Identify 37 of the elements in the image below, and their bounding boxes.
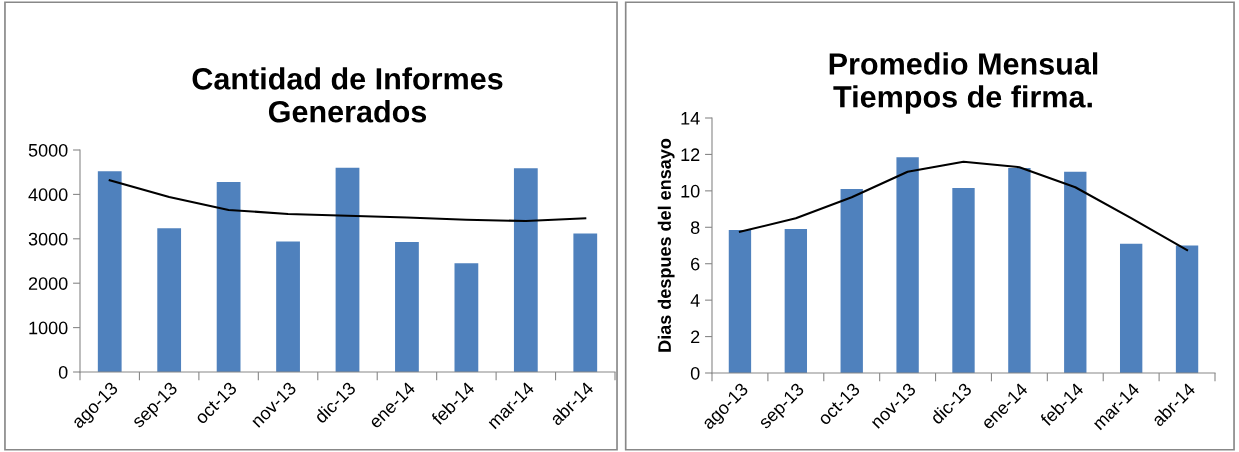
- bar: [216, 181, 241, 372]
- y-tick-label: 12: [681, 148, 700, 161]
- y-tick-label: 2000: [28, 277, 68, 290]
- y-tick-label: 3000: [28, 232, 68, 246]
- bar: [896, 157, 919, 373]
- y-tick-label: 10: [681, 184, 700, 198]
- bar: [784, 229, 808, 373]
- y-tick-label: 6: [691, 257, 700, 271]
- bar: [335, 167, 360, 372]
- bar: [1119, 243, 1143, 373]
- bar: [1175, 245, 1199, 373]
- bar: [840, 189, 863, 373]
- bar: [97, 171, 122, 372]
- bar: [513, 168, 538, 372]
- bar: [573, 233, 598, 372]
- y-tick-label: 2: [691, 330, 700, 344]
- bar: [276, 241, 300, 372]
- y-tick-label: 0: [58, 365, 68, 379]
- y-tick-label: 4: [690, 294, 700, 307]
- bar: [395, 241, 419, 372]
- y-axis-title: Dias despues del ensayo: [657, 138, 675, 352]
- y-tick-label: 14: [681, 112, 700, 125]
- bar: [728, 230, 752, 373]
- line-series: [108, 179, 587, 223]
- y-tick-label: 0: [690, 366, 700, 380]
- chart-title: Promedio Mensual Tiempos de firma.: [829, 52, 1098, 114]
- bar: [1008, 168, 1031, 373]
- bar: [952, 188, 975, 373]
- bar: [157, 228, 182, 372]
- y-tick-label: 4000: [28, 188, 68, 202]
- bar: [454, 263, 479, 372]
- y-tick-label: 8: [690, 221, 700, 235]
- y-tick-label: 5000: [28, 143, 68, 157]
- y-tick-label: 1000: [29, 321, 68, 335]
- bar: [1064, 171, 1087, 373]
- line-series: [738, 160, 1189, 252]
- chart-title: Cantidad de Informes Generados: [192, 67, 503, 123]
